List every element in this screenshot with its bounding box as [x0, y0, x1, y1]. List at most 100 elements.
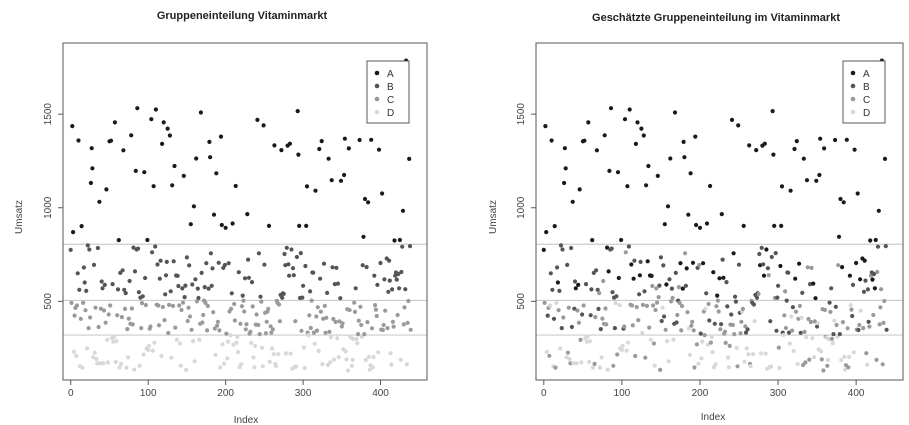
data-point [202, 285, 207, 290]
data-point [685, 310, 690, 315]
data-point [704, 221, 710, 226]
data-point [161, 120, 166, 125]
data-point [332, 282, 337, 287]
data-point [180, 300, 186, 305]
data-point [833, 137, 838, 143]
data-point [324, 315, 329, 320]
data-point [600, 316, 605, 321]
data-point [316, 348, 321, 354]
data-point [612, 326, 618, 331]
data-point [114, 339, 119, 344]
y-tick-label: 1500 [43, 103, 54, 126]
data-point [354, 336, 359, 341]
data-point [183, 283, 188, 288]
data-point [570, 199, 575, 204]
data-point [593, 315, 598, 320]
data-point [205, 303, 210, 309]
data-point [135, 106, 140, 111]
data-point [714, 304, 719, 309]
data-point [272, 143, 277, 148]
data-point [146, 347, 151, 352]
y-axis-label: Umsatz [14, 200, 25, 234]
data-point [320, 362, 325, 367]
data-point [400, 244, 405, 249]
data-point [740, 306, 746, 311]
data-point [225, 339, 231, 344]
data-point [243, 327, 248, 332]
data-point [127, 278, 132, 284]
data-point [141, 352, 146, 357]
y-tick-label: 1500 [516, 103, 527, 126]
data-point [339, 324, 344, 329]
data-point [553, 365, 558, 370]
data-point [286, 262, 291, 267]
data-point [754, 295, 760, 300]
data-point [551, 316, 557, 321]
data-point [301, 345, 306, 350]
data-point [311, 270, 316, 275]
data-point [800, 290, 805, 295]
plot-frame [62, 42, 428, 381]
data-point [676, 285, 682, 290]
data-point [266, 306, 271, 311]
data-point [397, 286, 402, 291]
data-point [692, 365, 697, 370]
data-point [92, 350, 97, 355]
data-point [163, 273, 169, 278]
data-point [807, 357, 812, 362]
data-point [196, 295, 201, 301]
data-point [81, 300, 86, 305]
data-point [882, 156, 888, 161]
data-point [167, 133, 172, 138]
data-point [401, 322, 406, 327]
data-point [711, 270, 716, 275]
data-point [68, 247, 73, 252]
data-point [390, 319, 395, 324]
data-point [592, 361, 597, 366]
data-point [872, 271, 877, 277]
data-point [82, 280, 87, 285]
data-point [171, 259, 176, 264]
data-point [855, 191, 860, 196]
data-point [165, 126, 170, 131]
data-point [619, 347, 625, 352]
data-point [852, 147, 857, 152]
data-point [693, 134, 698, 139]
data-point [677, 300, 682, 305]
data-point [638, 259, 643, 264]
data-point [136, 290, 141, 295]
data-point [129, 306, 134, 311]
data-point [395, 312, 400, 318]
data-point [120, 268, 125, 273]
data-point [350, 357, 355, 363]
data-point [87, 247, 92, 252]
data-point [276, 352, 281, 357]
data-point [143, 303, 148, 308]
data-point [280, 295, 285, 300]
data-point [266, 223, 272, 228]
data-point [673, 270, 678, 275]
data-point [185, 318, 190, 324]
data-point [383, 308, 388, 313]
data-point [722, 329, 728, 334]
data-point [123, 291, 128, 296]
data-point [602, 133, 607, 138]
data-point [78, 316, 83, 321]
data-point [400, 208, 406, 213]
data-point [657, 283, 662, 288]
data-point [270, 346, 275, 351]
data-point [216, 260, 221, 265]
x-tick-label: 400 [848, 388, 865, 399]
data-point [200, 320, 205, 325]
plot-frame [535, 42, 904, 381]
data-point [625, 184, 630, 189]
data-point [239, 304, 244, 309]
data-point [830, 341, 835, 346]
data-point [686, 326, 692, 331]
data-point [380, 191, 385, 196]
data-point [772, 223, 777, 228]
data-point [322, 303, 327, 308]
data-point [357, 137, 362, 143]
data-point [851, 350, 856, 355]
data-point [71, 349, 76, 354]
